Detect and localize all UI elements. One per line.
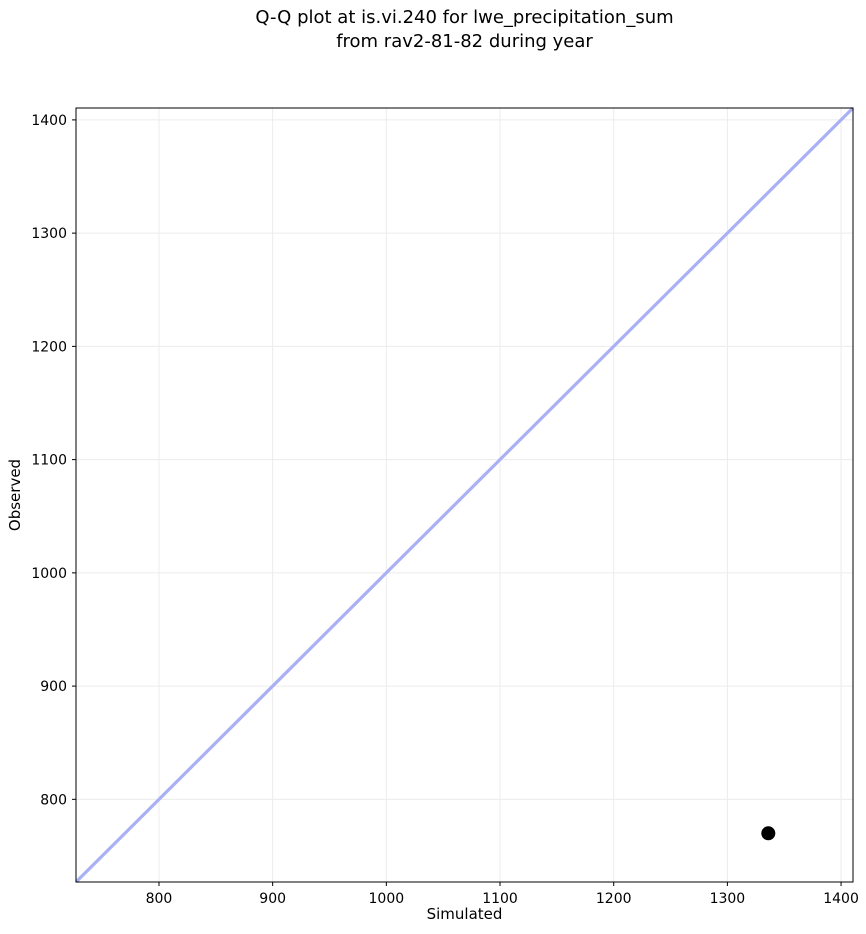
x-tick-label: 800 xyxy=(146,891,173,907)
y-tick-label: 800 xyxy=(40,792,67,808)
y-tick-label: 1100 xyxy=(31,453,67,469)
y-axis-label: Observed xyxy=(6,458,24,532)
y-tick-label: 1300 xyxy=(31,226,67,242)
plot-border xyxy=(75,107,854,883)
y-tick-label: 1400 xyxy=(31,113,67,129)
identity-line xyxy=(74,106,855,884)
x-tick-label: 1300 xyxy=(710,891,746,907)
chart-title-line1: Q-Q plot at is.vi.240 for lwe_precipitat… xyxy=(255,7,674,28)
x-tick-label: 1400 xyxy=(823,891,859,907)
x-axis-label: Simulated xyxy=(426,905,503,923)
chart-title-line2: from rav2-81-82 during year xyxy=(336,31,593,52)
x-tick-label: 1000 xyxy=(369,891,405,907)
x-tick-label: 1200 xyxy=(596,891,632,907)
x-tick-label: 1100 xyxy=(482,891,518,907)
y-tick-label: 1000 xyxy=(31,566,67,582)
y-tick-label: 900 xyxy=(40,679,67,695)
x-tick-label: 900 xyxy=(259,891,286,907)
chart-title: Q-Q plot at is.vi.240 for lwe_precipitat… xyxy=(76,6,853,54)
y-tick-label: 1200 xyxy=(31,339,67,355)
data-point xyxy=(761,826,776,841)
